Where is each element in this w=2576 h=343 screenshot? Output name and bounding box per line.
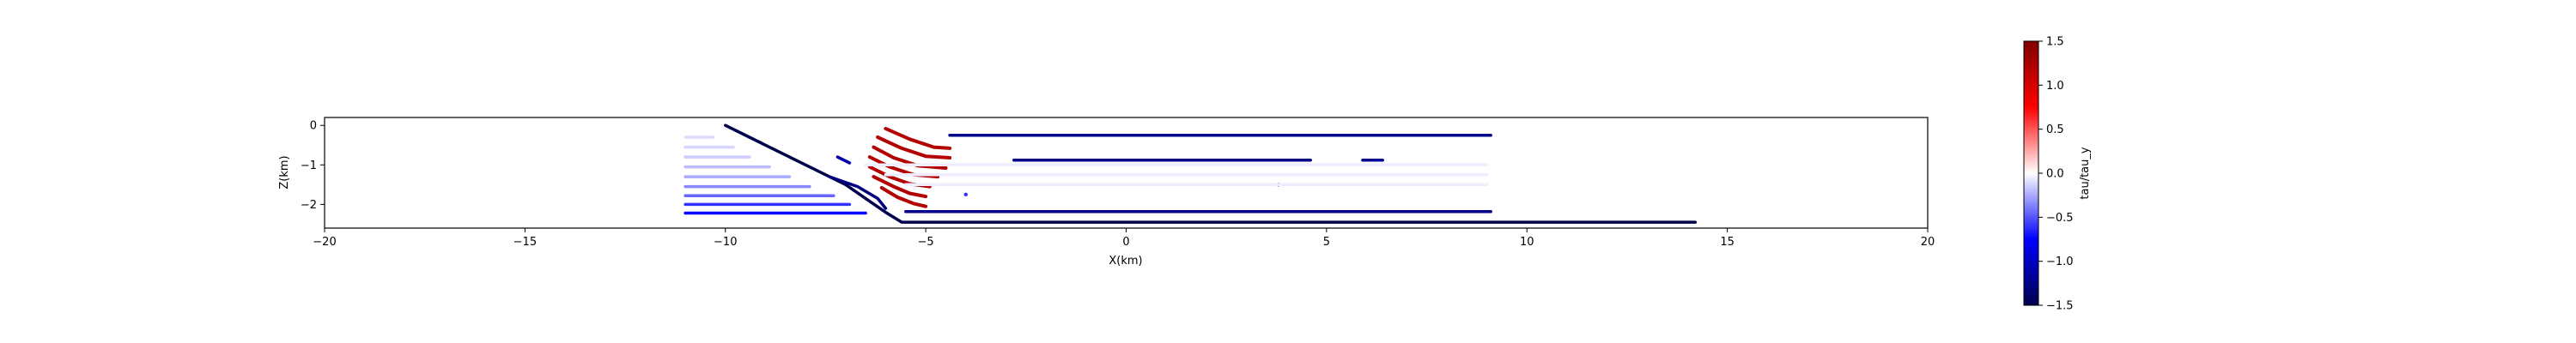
colorbar-gradient [2023, 40, 2039, 306]
x-tick-label: 15 [1720, 236, 1735, 249]
y-tick-label: 0 [310, 120, 317, 133]
x-tick-label: −5 [918, 236, 934, 249]
colorbar-tick-label: −0.5 [2046, 212, 2074, 225]
x-axis-label: X(km) [1109, 255, 1142, 268]
fault-curve-1 [828, 175, 888, 210]
colorbar-tick-label: −1.5 [2046, 300, 2074, 313]
fault-curve-2 [835, 155, 852, 165]
x-axis-ticks: −20 −15 −10 −5 0 5 10 15 20 [313, 228, 1935, 249]
x-tick-label: −15 [513, 236, 537, 249]
x-tick-label: −20 [313, 236, 336, 249]
x-tick-label: 10 [1520, 236, 1534, 249]
y-tick-label: −2 [301, 199, 317, 212]
x-tick-label: 0 [1122, 236, 1129, 249]
colorbar: 1.5 1.0 0.5 0.0 −0.5 −1.0 −1.5 tau/tau_y [2023, 36, 2092, 313]
colorbar-tick-label: 1.0 [2046, 80, 2064, 93]
x-tick-label: −10 [714, 236, 737, 249]
colorbar-ticks: 1.5 1.0 0.5 0.0 −0.5 −1.0 −1.5 [2038, 36, 2074, 313]
arc-curve-15 [879, 186, 928, 208]
colorbar-tick-label: 1.5 [2046, 36, 2064, 49]
data-layer [683, 123, 1698, 224]
arc-curve-11 [872, 145, 948, 170]
colorbar-tick-label: 0.0 [2046, 168, 2064, 181]
y-axis-ticks: 0 −1 −2 [301, 120, 325, 212]
colorbar-label: tau/tau_y [2079, 147, 2092, 199]
arc-curve-9 [884, 126, 952, 150]
y-axis-label: Z(km) [278, 155, 291, 189]
y-tick-label: −1 [301, 159, 317, 172]
arc-curve-10 [876, 135, 952, 159]
data-point-7 [963, 192, 969, 197]
colorbar-tick-label: −1.0 [2046, 256, 2074, 268]
plot-area: −20 −15 −10 −5 0 5 10 15 20 0 −1 −2 X(km) Z(km) [278, 117, 1935, 268]
x-tick-label: 20 [1921, 236, 1935, 249]
x-tick-label: 5 [1323, 236, 1330, 249]
arc-curve-14 [872, 175, 928, 199]
colorbar-tick-label: 0.5 [2046, 123, 2064, 136]
fault-curve-0 [724, 123, 1698, 224]
